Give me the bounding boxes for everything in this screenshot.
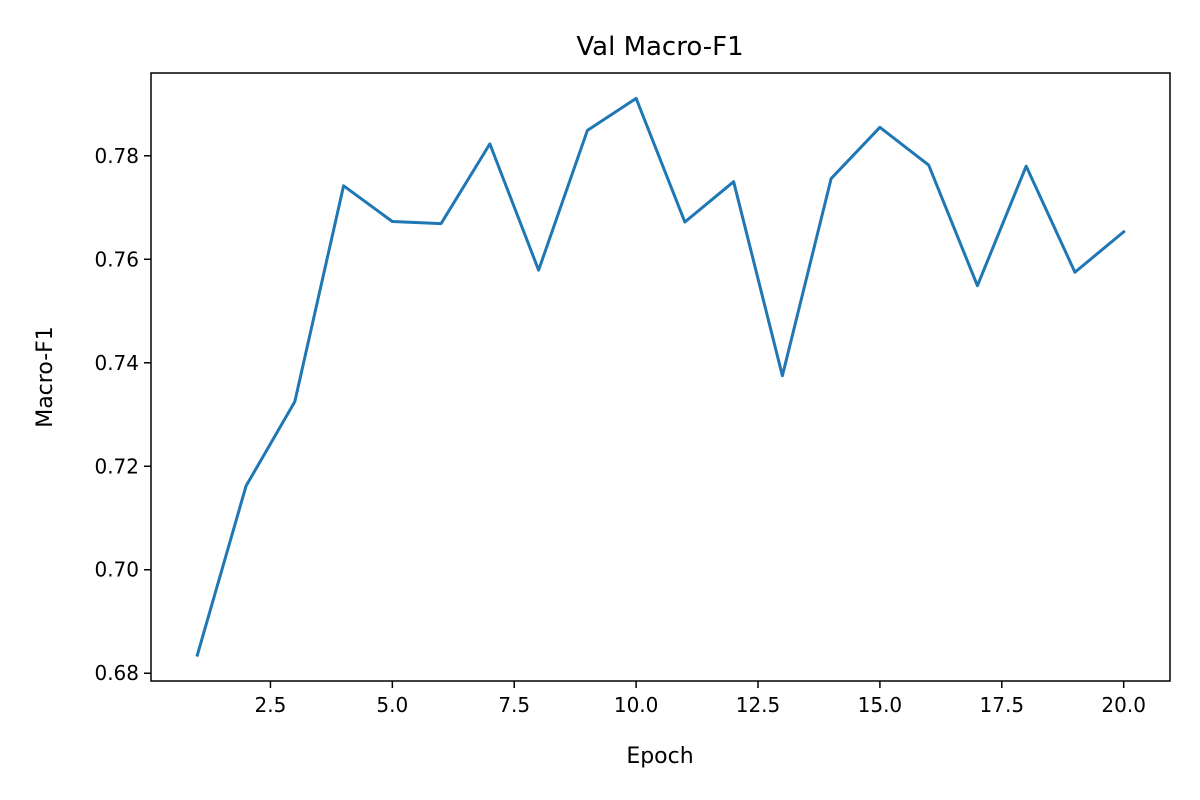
y-tick-label: 0.74	[94, 351, 139, 375]
x-tick-label: 5.0	[376, 693, 408, 717]
x-tick-label: 20.0	[1101, 693, 1146, 717]
series-group	[195, 96, 1126, 657]
x-tick-label: 17.5	[980, 693, 1025, 717]
series-line	[195, 96, 1126, 657]
y-axis-label: Macro-F1	[33, 326, 58, 428]
chart-title: Val Macro-F1	[576, 32, 743, 62]
x-tick-label: 2.5	[255, 693, 287, 717]
x-axis-label: Epoch	[626, 744, 693, 769]
y-tick-label: 0.78	[94, 144, 139, 168]
x-tick-label: 10.0	[614, 693, 659, 717]
plot-area-frame	[150, 72, 1171, 682]
y-tick-label: 0.70	[94, 558, 139, 582]
y-tick-label: 0.76	[94, 247, 139, 271]
x-tick-label: 7.5	[498, 693, 530, 717]
x-tick-label: 15.0	[858, 693, 903, 717]
x-tick-label: 12.5	[736, 693, 781, 717]
y-tick-label: 0.68	[94, 661, 139, 685]
tick-group: 2.5 5.0 7.5 10.0 12.5 15.0 17.5 20.0 0.68 0.70 0.7…	[94, 144, 1145, 717]
y-tick-label: 0.72	[94, 454, 139, 478]
